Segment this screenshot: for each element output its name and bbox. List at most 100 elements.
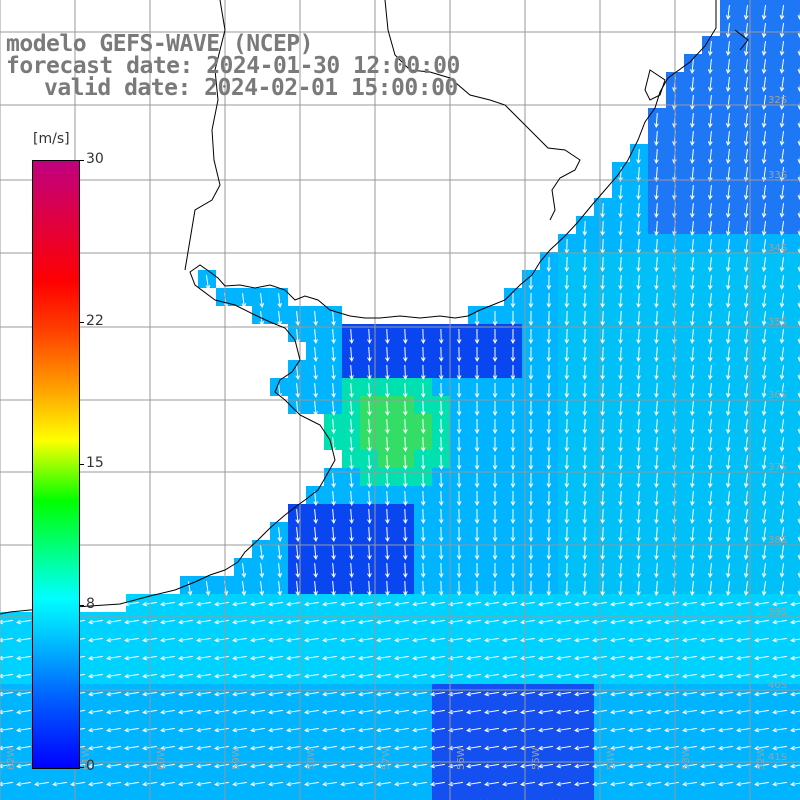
wind-arrow <box>618 382 623 399</box>
wind-arrow <box>772 745 788 751</box>
wind-arrow <box>367 418 372 435</box>
wind-arrow <box>412 745 428 751</box>
wind-arrow <box>510 400 516 417</box>
wind-arrow <box>438 418 444 435</box>
wind-speed-cell <box>792 756 800 774</box>
wind-arrow <box>196 745 212 751</box>
wind-arrow <box>214 763 230 769</box>
wind-arrow <box>502 601 518 607</box>
wind-arrow <box>779 490 785 506</box>
wind-arrow <box>466 619 482 625</box>
wind-arrow <box>376 673 392 679</box>
wind-arrow <box>761 58 767 74</box>
colorbar-tick-label: 15 <box>86 454 104 471</box>
wind-arrow <box>654 508 659 525</box>
wind-speed-cell <box>522 792 540 800</box>
wind-arrow <box>556 673 572 679</box>
wind-arrow <box>690 382 695 398</box>
wind-speed-cell <box>792 684 800 702</box>
wind-arrow <box>556 655 572 661</box>
wind-arrow <box>636 454 641 471</box>
wind-arrow <box>636 418 641 435</box>
wind-arrow <box>448 691 464 697</box>
wind-arrow <box>564 508 570 525</box>
wind-arrow <box>358 601 374 607</box>
wind-arrow <box>412 763 428 769</box>
wind-arrow <box>331 418 336 435</box>
wind-arrow <box>646 691 662 697</box>
wind-arrow <box>286 781 302 787</box>
latitude-label: 36S <box>768 390 787 401</box>
wind-arrow <box>754 673 770 679</box>
wind-arrow <box>286 637 302 643</box>
wind-arrow <box>600 418 606 435</box>
wind-arrow <box>528 490 534 507</box>
wind-arrow <box>600 346 606 363</box>
wind-arrow <box>528 364 534 381</box>
wind-arrow <box>528 400 534 417</box>
wind-arrow <box>725 328 731 344</box>
wind-arrow <box>690 472 695 488</box>
wind-arrow <box>250 691 266 697</box>
wind-arrow <box>349 562 354 579</box>
wind-arrow <box>232 601 248 607</box>
wind-speed-cell <box>792 414 800 432</box>
wind-arrow <box>448 655 464 661</box>
wind-speed-cell <box>792 108 800 126</box>
wind-arrow <box>402 454 408 471</box>
coastline <box>0 0 749 615</box>
wind-arrow <box>582 274 588 291</box>
wind-arrow <box>295 562 301 578</box>
wind-speed-cell <box>792 270 800 288</box>
wind-speed-cell <box>234 792 252 800</box>
wind-arrow <box>250 745 266 751</box>
wind-arrow <box>124 781 140 787</box>
wind-speed-cell <box>792 792 800 800</box>
wind-arrow <box>492 562 498 579</box>
wind-arrow <box>412 673 428 679</box>
wind-arrow <box>106 691 122 697</box>
wind-arrow <box>582 580 588 597</box>
wind-arrow <box>690 508 695 524</box>
wind-arrow <box>754 727 770 733</box>
wind-arrow <box>743 94 749 110</box>
wind-arrow <box>546 310 552 327</box>
wind-arrow <box>385 508 390 525</box>
wind-arrow <box>268 763 284 769</box>
wind-arrow <box>268 709 284 715</box>
wind-arrow <box>402 436 408 453</box>
wind-speed-cell <box>594 792 612 800</box>
wind-arrow <box>556 781 572 787</box>
wind-arrow <box>725 454 731 470</box>
wind-arrow <box>779 76 785 92</box>
wind-speed-cell <box>54 792 72 800</box>
wind-arrow <box>214 727 230 733</box>
wind-arrow <box>456 436 462 453</box>
wind-arrow <box>106 763 122 769</box>
wind-arrow <box>538 745 554 751</box>
wind-arrow <box>736 763 752 769</box>
wind-arrow <box>402 472 408 489</box>
wind-arrow <box>654 220 659 237</box>
wind-arrow <box>295 364 301 380</box>
wind-speed-cell <box>540 792 558 800</box>
wind-arrow <box>438 400 444 417</box>
wind-speed-cell <box>612 792 630 800</box>
wind-arrow <box>582 292 588 309</box>
wind-arrow <box>528 274 534 291</box>
colorbar-tick-label: 0 <box>86 758 95 774</box>
wind-arrow <box>725 22 731 38</box>
wind-arrow <box>528 346 534 363</box>
wind-arrow <box>690 148 695 164</box>
wind-arrow <box>636 400 641 417</box>
wind-arrow <box>779 310 785 326</box>
wind-arrow <box>682 601 698 607</box>
wind-arrow <box>420 328 426 345</box>
wind-arrow <box>646 727 662 733</box>
wind-arrow <box>268 781 284 787</box>
wind-speed-cell <box>792 126 800 144</box>
latitude-label: 37S <box>768 462 787 473</box>
river-path <box>184 0 581 271</box>
wind-arrow <box>646 763 662 769</box>
